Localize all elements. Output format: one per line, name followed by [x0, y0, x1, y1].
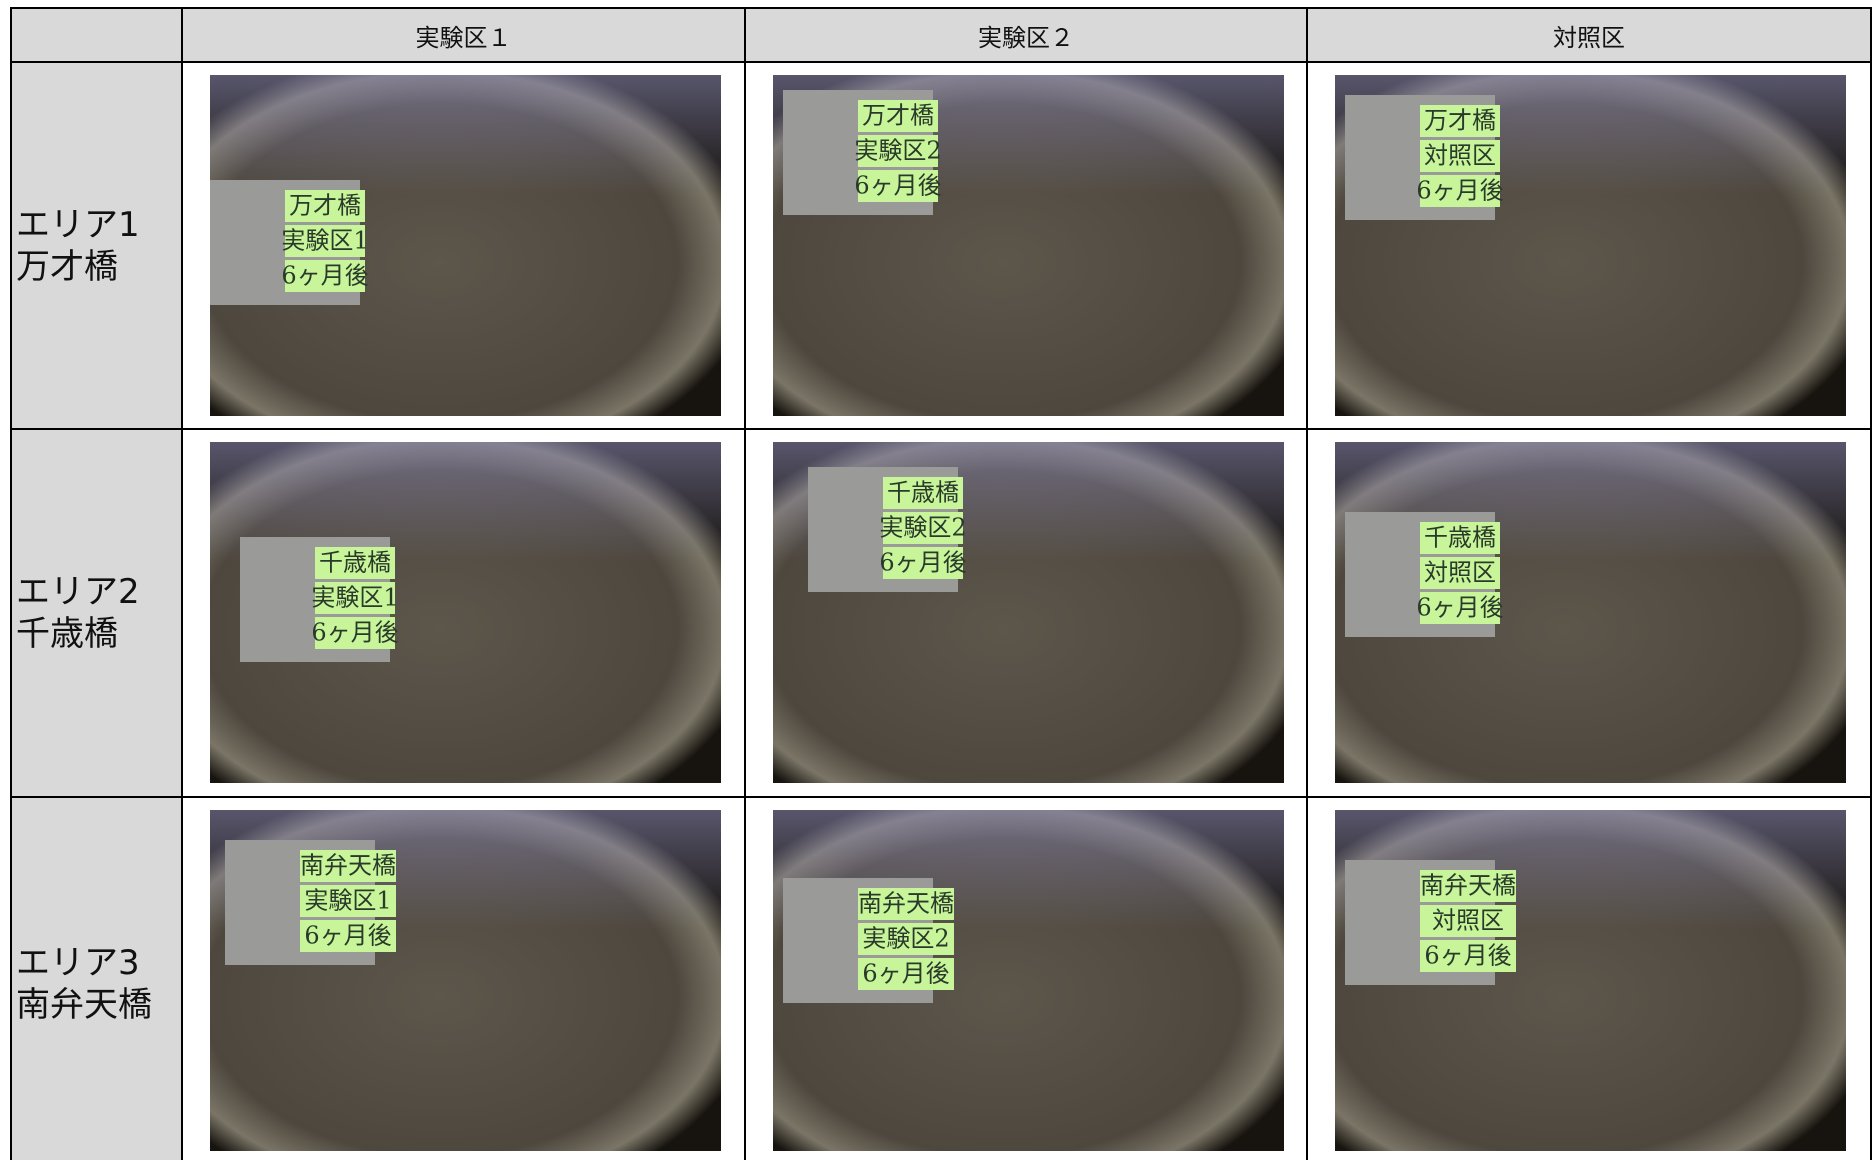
sign-text: 南弁天橋: [300, 852, 396, 880]
sign-text: 千歳橋: [1424, 524, 1496, 552]
sign-label: [315, 582, 395, 614]
sign-text: 実験区1: [281, 227, 368, 255]
sign-label: [883, 547, 963, 579]
sign-label: [300, 920, 396, 952]
sign-text: 実験区2: [879, 514, 966, 542]
sign-text: 万才橋: [289, 192, 361, 220]
sign-text: 南弁天橋: [1420, 872, 1516, 900]
sign-label: [1420, 175, 1500, 207]
sign-label: [883, 512, 963, 544]
sign-text: 万才橋: [862, 102, 934, 130]
column-header: 対照区: [1306, 7, 1872, 63]
column-header: 実験区１: [181, 7, 746, 63]
sign-label: [883, 477, 963, 509]
sign-label: [300, 850, 396, 882]
sign-label: [1420, 905, 1516, 937]
sign-label: [300, 885, 396, 917]
row-label: エリア3 南弁天橋: [10, 796, 183, 1160]
sign-text: 実験区2: [854, 137, 941, 165]
sign-text: 対照区: [1432, 907, 1504, 935]
sign-label: [1420, 557, 1500, 589]
sign-label: [1420, 940, 1516, 972]
column-header-text: 対照区: [1553, 23, 1625, 52]
row-label-line: 南弁天橋: [16, 985, 152, 1025]
sign-text: 6ヶ月後: [1416, 594, 1503, 622]
sign-label: [1420, 522, 1500, 554]
sign-text: 6ヶ月後: [304, 922, 391, 950]
sign-text: 対照区: [1424, 142, 1496, 170]
column-header-text: 実験区１: [415, 23, 512, 52]
row-label-line: エリア3: [16, 943, 140, 983]
sign-label: [285, 190, 365, 222]
sign-label: [858, 135, 938, 167]
sign-text: 6ヶ月後: [1416, 177, 1503, 205]
sign-text: 万才橋: [1424, 107, 1496, 135]
sign-text: 実験区2: [862, 925, 949, 953]
sign-label: [285, 260, 365, 292]
sign-text: 6ヶ月後: [1424, 942, 1511, 970]
row-label-line: エリア2: [16, 572, 140, 612]
sign-text: 対照区: [1424, 559, 1496, 587]
row-label: エリア1 万才橋: [10, 61, 183, 430]
sign-text: 南弁天橋: [858, 890, 954, 918]
sign-text: 実験区1: [304, 887, 391, 915]
sign-text: 実験区1: [311, 584, 398, 612]
row-label-line: 万才橋: [16, 246, 118, 287]
sign-text: 6ヶ月後: [281, 262, 368, 290]
corner-cell: [10, 7, 183, 63]
sign-label: [315, 617, 395, 649]
sign-label: [285, 225, 365, 257]
sign-label: [858, 100, 938, 132]
photo-cell: [1306, 796, 1872, 1160]
row-label-line: 千歳橋: [16, 614, 118, 654]
row-label: エリア2 千歳橋: [10, 428, 183, 798]
sign-label: [1420, 870, 1516, 902]
sign-text: 6ヶ月後: [854, 172, 941, 200]
row-label-line: エリア1: [16, 204, 140, 245]
sign-label: [858, 923, 954, 955]
column-header-text: 実験区２: [978, 23, 1074, 52]
sign-label: [858, 888, 954, 920]
sign-text: 6ヶ月後: [311, 619, 398, 647]
sign-text: 6ヶ月後: [879, 549, 966, 577]
sign-label: [315, 547, 395, 579]
sign-label: [858, 958, 954, 990]
sign-text: 6ヶ月後: [862, 960, 949, 988]
column-header: 実験区２: [744, 7, 1308, 63]
sign-text: 千歳橋: [887, 479, 959, 507]
sign-text: 千歳橋: [319, 549, 391, 577]
sign-label: [858, 170, 938, 202]
sign-label: [1420, 105, 1500, 137]
sign-label: [1420, 592, 1500, 624]
sign-label: [1420, 140, 1500, 172]
